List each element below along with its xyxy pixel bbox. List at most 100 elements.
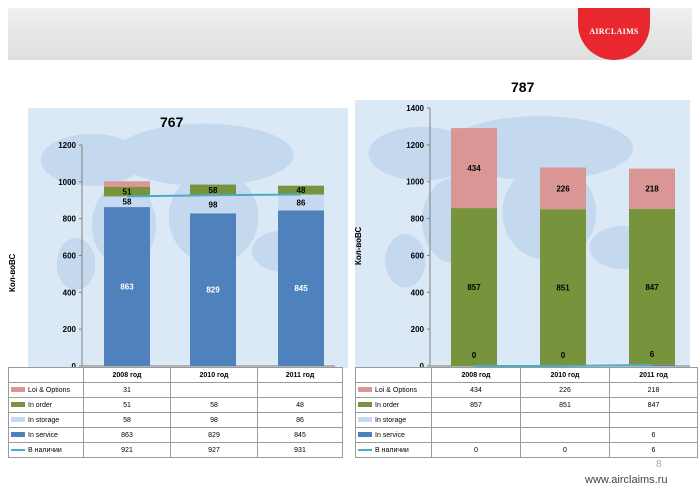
bar-segment-in-order [278,185,324,195]
table-cell [431,427,521,443]
table-cell [170,382,258,398]
chart-767-y-axis-label: Кол-воВС [8,253,17,292]
bar-data-label: 845 [294,284,308,293]
table-column-header: 2008 год [83,367,171,383]
y-tick-label: 400 [411,288,425,297]
bar-data-label: 857 [467,283,481,292]
table-column-header: 2008 год [431,367,521,383]
y-tick-label: 0 [72,362,77,371]
y-tick-label: 400 [63,288,77,297]
table-row-label: In storage [355,412,432,428]
table-cell: 921 [83,442,171,458]
bar-data-label: 226 [556,184,570,193]
y-tick-label: 0 [420,362,425,371]
table-cell: 857 [431,397,521,413]
table-cell: 48 [257,397,343,413]
legend-label: В наличии [375,446,409,454]
bar-segment-in-service [104,207,150,366]
bar-segment-in-storage [278,194,324,211]
legend-label: Loi & Options [375,386,418,394]
series-line-available [474,363,653,367]
table-cell: 58 [170,397,258,413]
legend-swatch [11,402,25,408]
table-row-label: In order [8,397,84,413]
table-cell: 845 [257,427,343,443]
table-column-header: 2011 год [609,367,698,383]
bar-segment-loi-options [540,167,586,210]
bar-segment-loi-options [451,128,497,209]
bar-segment-in-order [540,209,586,366]
legend-label: In service [375,431,405,439]
line-data-label: 0 [561,351,566,360]
legend-swatch [358,387,372,393]
table-row: In storage [355,412,698,428]
table-cell: 58 [83,412,171,428]
y-tick-label: 1200 [406,141,424,150]
bar-segment-loi-options [104,181,150,187]
bar-data-label: 51 [123,188,132,197]
table-cell: 98 [170,412,258,428]
bar-segment-in-storage [104,196,150,208]
legend-swatch [358,432,372,438]
legend-label: In order [28,401,53,409]
table-cell: 434 [431,382,521,398]
table-row: In order 51 58 48 [8,397,343,413]
bar-segment-in-service [190,213,236,366]
legend-swatch [358,448,372,451]
map-continent-shape [114,123,294,186]
table-row-label: In storage [8,412,84,428]
y-tick-label: 800 [63,215,77,224]
table-cell: 31 [83,382,171,398]
bar-segment-loi-options [629,168,675,209]
y-tick-label: 1000 [58,178,76,187]
table-row: In storage 58 98 86 [8,412,343,428]
logo-text: AIRCLAIMS [589,27,639,36]
chart-787-data-table: 2008 год 2010 год 2011 год Loi & Options 434… [355,367,698,458]
table-cell: 0 [431,442,521,458]
bar-data-label: 86 [297,198,306,207]
table-column-header: 2010 год [520,367,610,383]
table-corner-cell [355,367,432,383]
bar-data-label: 98 [209,200,218,209]
bar-segment-in-storage [190,195,236,214]
table-row: Loi & Options 31 [8,382,343,398]
table-row-label: В наличии [355,442,432,458]
table-cell: 51 [83,397,171,413]
table-cell [431,412,521,428]
table-corner-cell [8,367,84,383]
legend-swatch [11,387,25,393]
legend-swatch [11,448,25,451]
table-row-label: In order [355,397,432,413]
bar-data-label: 829 [206,286,220,295]
table-cell [520,412,610,428]
legend-label: В наличии [28,446,62,454]
legend-swatch [11,432,25,438]
y-tick-label: 200 [411,325,425,334]
table-row: Loi & Options 434 226 218 [355,382,698,398]
bar-data-label: 218 [645,185,659,194]
table-cell [257,382,343,398]
page-number: 8 [656,459,662,470]
bar-data-label: 58 [209,186,218,195]
table-row: In service 863 829 845 [8,427,343,443]
table-cell: 927 [170,442,258,458]
table-cell [609,412,698,428]
legend-label: Loi & Options [28,386,71,394]
table-row: В наличии 921 927 931 [8,442,343,458]
bar-segment-in-order [104,186,150,197]
legend-label: In service [28,431,58,439]
table-cell: 829 [170,427,258,443]
table-row-label: В наличии [8,442,84,458]
bar-data-label: 851 [556,284,570,293]
legend-label: In storage [28,416,60,424]
table-row: In service 6 [355,427,698,443]
table-cell: 6 [609,427,698,443]
y-tick-label: 1400 [406,104,424,113]
bar-data-label: 48 [297,186,306,195]
table-cell: 0 [520,442,610,458]
table-cell: 863 [83,427,171,443]
table-cell: 226 [520,382,610,398]
table-column-header: 2010 год [170,367,258,383]
table-cell: 851 [520,397,610,413]
y-tick-label: 200 [63,325,77,334]
